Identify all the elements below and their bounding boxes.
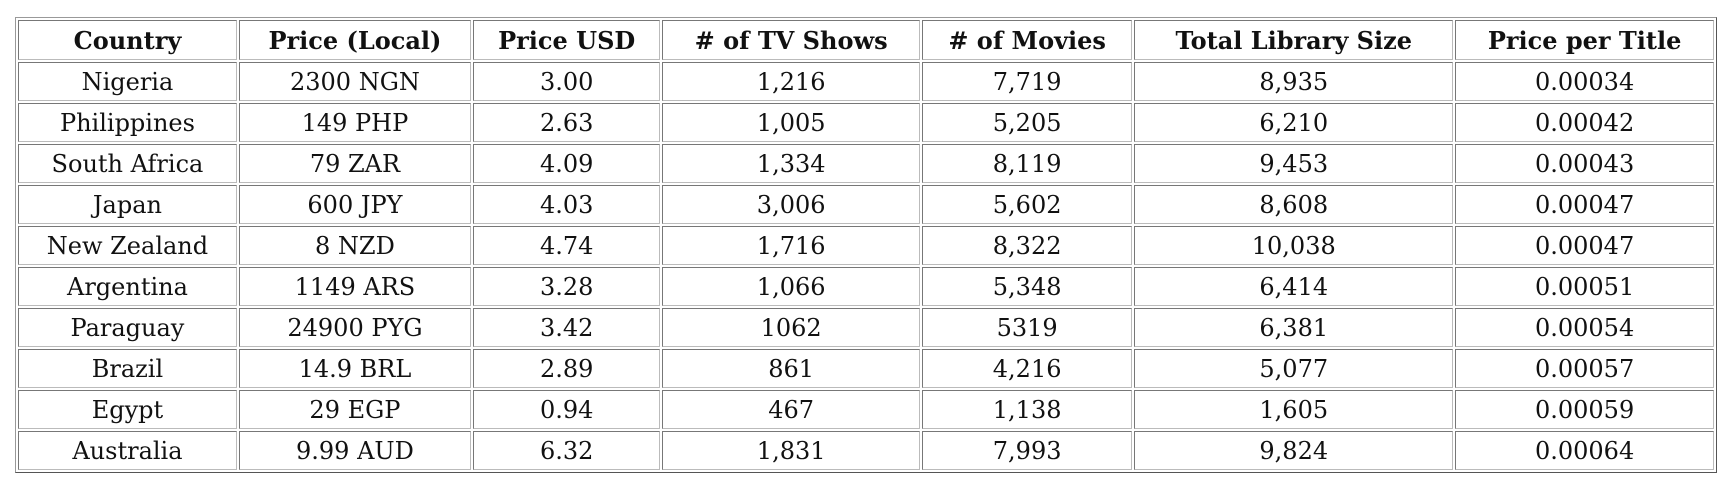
- column-header: # of TV Shows: [662, 20, 920, 60]
- table-cell: 6,210: [1134, 103, 1454, 142]
- table-cell: 8,322: [921, 226, 1133, 265]
- table-cell: 7,993: [921, 431, 1133, 470]
- table-cell: 1062: [662, 308, 920, 347]
- table-cell: 1,716: [662, 226, 920, 265]
- table-row: Paraguay 24900 PYG 3.42 1062 5319 6,381 0.0005…: [18, 308, 1714, 347]
- table-cell: 6,414: [1134, 267, 1454, 306]
- table-cell: New Zealand: [18, 226, 237, 265]
- table-cell: 3.28: [472, 267, 661, 306]
- table-cell: 1,334: [662, 144, 920, 183]
- table-cell: 0.00047: [1455, 185, 1714, 224]
- table-cell: Paraguay: [18, 308, 237, 347]
- table-cell: 1,831: [662, 431, 920, 470]
- table-cell: 0.00042: [1455, 103, 1714, 142]
- table-cell: 1,605: [1134, 390, 1454, 429]
- table-cell: 5,348: [921, 267, 1133, 306]
- table-row: New Zealand 8 NZD 4.74 1,716 8,322 10,038 0.00…: [18, 226, 1714, 265]
- table-cell: 8,935: [1134, 62, 1454, 101]
- table-cell: 0.00054: [1455, 308, 1714, 347]
- table-cell: 467: [662, 390, 920, 429]
- table-cell: 1,138: [921, 390, 1133, 429]
- table-cell: 6,381: [1134, 308, 1454, 347]
- table-cell: 29 EGP: [238, 390, 471, 429]
- table-cell: Nigeria: [18, 62, 237, 101]
- table-row: Japan 600 JPY 4.03 3,006 5,602 8,608 0.00047: [18, 185, 1714, 224]
- table-cell: Philippines: [18, 103, 237, 142]
- table-cell: 1149 ARS: [238, 267, 471, 306]
- table-cell: 861: [662, 349, 920, 388]
- table-cell: 0.00051: [1455, 267, 1714, 306]
- table-cell: 0.94: [472, 390, 661, 429]
- table-cell: 149 PHP: [238, 103, 471, 142]
- column-header: # of Movies: [921, 20, 1133, 60]
- table-cell: 8 NZD: [238, 226, 471, 265]
- table-cell: 3.42: [472, 308, 661, 347]
- table-row: Argentina 1149 ARS 3.28 1,066 5,348 6,414 0.00…: [18, 267, 1714, 306]
- table-cell: 6.32: [472, 431, 661, 470]
- table-cell: 0.00034: [1455, 62, 1714, 101]
- column-header: Price (Local): [238, 20, 471, 60]
- table-cell: 4.09: [472, 144, 661, 183]
- table-cell: 9,824: [1134, 431, 1454, 470]
- table-cell: 600 JPY: [238, 185, 471, 224]
- table-cell: 0.00057: [1455, 349, 1714, 388]
- table-cell: Argentina: [18, 267, 237, 306]
- table-cell: 3.00: [472, 62, 661, 101]
- table-cell: 2300 NGN: [238, 62, 471, 101]
- column-header: Price USD: [472, 20, 661, 60]
- column-header: Total Library Size: [1134, 20, 1454, 60]
- table-cell: 24900 PYG: [238, 308, 471, 347]
- column-header: Country: [18, 20, 237, 60]
- table-cell: 3,006: [662, 185, 920, 224]
- table-cell: 1,005: [662, 103, 920, 142]
- table-row: Egypt 29 EGP 0.94 467 1,138 1,605 0.00059: [18, 390, 1714, 429]
- table-row: Australia 9.99 AUD 6.32 1,831 7,993 9,824 0.00…: [18, 431, 1714, 470]
- table-cell: 2.63: [472, 103, 661, 142]
- table-cell: 10,038: [1134, 226, 1454, 265]
- table-cell: 8,608: [1134, 185, 1454, 224]
- table-cell: South Africa: [18, 144, 237, 183]
- table-row: South Africa 79 ZAR 4.09 1,334 8,119 9,453 0.0…: [18, 144, 1714, 183]
- table-cell: 0.00059: [1455, 390, 1714, 429]
- table-cell: 8,119: [921, 144, 1133, 183]
- table-cell: 4,216: [921, 349, 1133, 388]
- table-cell: Egypt: [18, 390, 237, 429]
- table-cell: 4.74: [472, 226, 661, 265]
- table-cell: 7,719: [921, 62, 1133, 101]
- table-cell: Australia: [18, 431, 237, 470]
- table-cell: 9,453: [1134, 144, 1454, 183]
- table-cell: 0.00043: [1455, 144, 1714, 183]
- column-header: Price per Title: [1455, 20, 1714, 60]
- table-cell: Japan: [18, 185, 237, 224]
- pricing-table: Country Price (Local) Price USD # of TV Sho…: [15, 17, 1717, 473]
- table-cell: 14.9 BRL: [238, 349, 471, 388]
- table-cell: 9.99 AUD: [238, 431, 471, 470]
- table-cell: 2.89: [472, 349, 661, 388]
- table-cell: 4.03: [472, 185, 661, 224]
- table-cell: 0.00047: [1455, 226, 1714, 265]
- table-cell: 1,066: [662, 267, 920, 306]
- table-row: Brazil 14.9 BRL 2.89 861 4,216 5,077 0.00057: [18, 349, 1714, 388]
- table-cell: 5,602: [921, 185, 1133, 224]
- table-row: Nigeria 2300 NGN 3.00 1,216 7,719 8,935 0.0003…: [18, 62, 1714, 101]
- table-cell: Brazil: [18, 349, 237, 388]
- header-row: Country Price (Local) Price USD # of TV Sho…: [18, 20, 1714, 60]
- table-cell: 79 ZAR: [238, 144, 471, 183]
- table-cell: 5,077: [1134, 349, 1454, 388]
- table-cell: 0.00064: [1455, 431, 1714, 470]
- table-cell: 5319: [921, 308, 1133, 347]
- table-cell: 5,205: [921, 103, 1133, 142]
- table-cell: 1,216: [662, 62, 920, 101]
- table-row: Philippines 149 PHP 2.63 1,005 5,205 6,210 0.0…: [18, 103, 1714, 142]
